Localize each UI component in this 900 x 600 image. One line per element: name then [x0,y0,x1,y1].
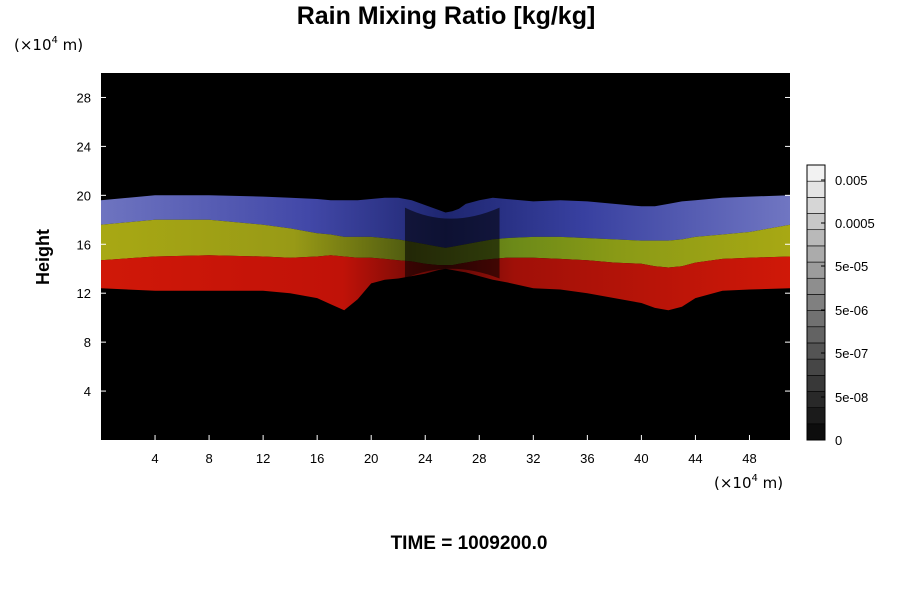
colorbar-tick-label: 5e-06 [835,303,868,318]
colorbar-tick-label: 0 [835,433,842,448]
y-unit-label: (×104 m) [14,35,83,54]
y-axis-title: Height [33,229,53,285]
colorbar-level [806,245,826,263]
colorbar-tick-label: 0.005 [835,173,868,188]
colorbar-level [806,358,826,376]
y-tick-label: 28 [77,90,91,105]
colorbar-level [806,277,826,295]
central-dark-region [404,207,500,279]
y-tick-label: 16 [77,237,91,252]
colorbar-level [806,407,826,425]
colorbar-level [806,197,826,214]
x-tick-label: 4 [151,451,158,466]
y-axis: 4 8 12 16 20 24 28 [77,90,790,399]
colorbar-level [806,326,826,344]
y-tick-label: 8 [84,335,91,350]
x-tick-label: 16 [310,451,324,466]
colorbar-level [806,310,826,328]
colorbar-level [806,391,826,408]
colorbar-level [806,213,826,231]
x-tick-label: 12 [256,451,270,466]
x-tick-label: 32 [526,451,540,466]
y-tick-label: 24 [77,139,91,154]
colorbar-level [806,342,826,360]
y-tick-label: 4 [84,384,91,399]
x-tick-label: 40 [634,451,648,466]
colorbar-level [806,423,826,441]
colorbar-level [806,261,826,279]
colorbar: 0.005 0.0005 5e-05 5e-06 5e-07 5e-08 0 [806,164,875,448]
field-layers [101,195,790,311]
x-axis: 4 8 12 16 20 24 28 32 36 40 44 48 [151,435,757,466]
chart-title: Rain Mixing Ratio [kg/kg] [297,2,596,30]
yellow-band [101,219,790,268]
colorbar-level [806,180,826,198]
colorbar-tick-label: 5e-07 [835,346,868,361]
x-tick-label: 24 [418,451,432,466]
colorbar-tick-label: 0.0005 [835,216,875,231]
x-unit-label: (×104 m) [714,473,783,492]
y-tick-label: 12 [77,286,91,301]
colorbar-tick-label: 5e-05 [835,259,868,274]
x-tick-label: 48 [742,451,756,466]
colorbar-level [806,229,826,247]
y-tick-label: 20 [77,188,91,203]
x-tick-label: 20 [364,451,378,466]
colorbar-tick-label: 5e-08 [835,390,868,405]
x-tick-label: 8 [205,451,212,466]
colorbar-level [806,294,826,311]
colorbar-frame [806,164,826,441]
x-tick-label: 36 [580,451,594,466]
colorbar-level [806,164,826,182]
red-band [101,255,790,311]
colorbar-level [806,374,826,392]
time-label: TIME = 1009200.0 [391,533,548,554]
x-tick-label: 28 [472,451,486,466]
x-tick-label: 44 [688,451,702,466]
